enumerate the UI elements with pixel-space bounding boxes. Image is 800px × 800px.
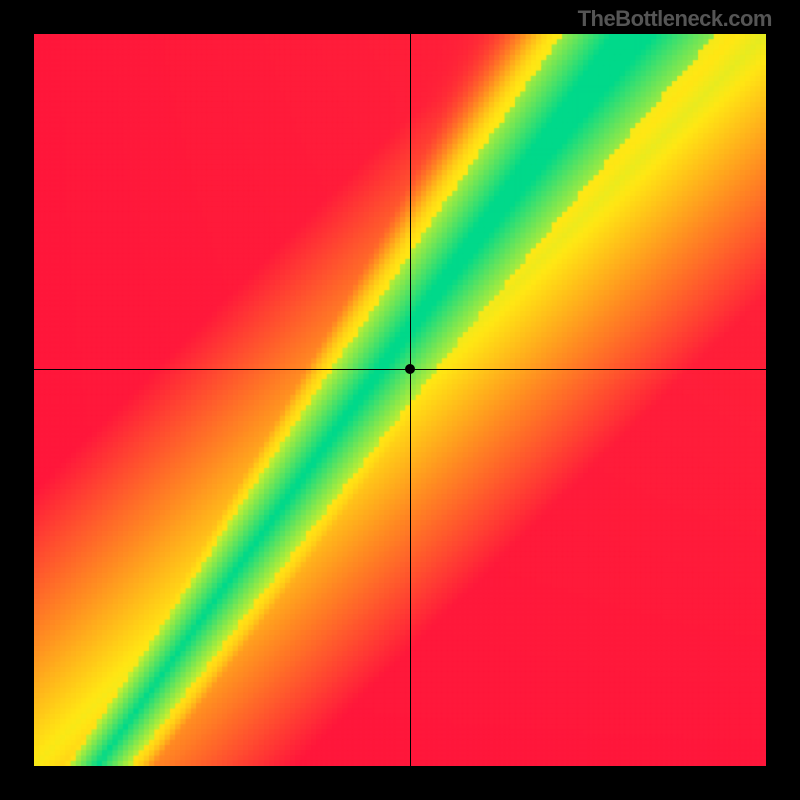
heatmap-plot: [34, 34, 766, 766]
heatmap-canvas: [34, 34, 766, 766]
watermark-text: TheBottleneck.com: [578, 6, 772, 32]
crosshair-vertical: [410, 34, 411, 766]
crosshair-horizontal: [34, 369, 766, 370]
data-point-marker: [405, 364, 415, 374]
